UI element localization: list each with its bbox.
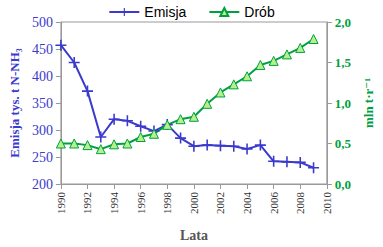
svg-text:0,0: 0,0 (335, 177, 351, 192)
svg-text:Lata: Lata (180, 228, 208, 243)
svg-text:mln t·r⁻¹: mln t·r⁻¹ (361, 78, 376, 128)
svg-text:2,0: 2,0 (335, 15, 351, 30)
svg-text:2008: 2008 (294, 192, 306, 215)
svg-text:1996: 1996 (135, 192, 147, 215)
svg-text:2010: 2010 (321, 192, 333, 215)
svg-text:300: 300 (32, 123, 53, 138)
svg-text:250: 250 (32, 150, 53, 165)
svg-text:2004: 2004 (241, 192, 253, 215)
svg-text:200: 200 (32, 177, 53, 192)
svg-text:2006: 2006 (268, 192, 280, 215)
svg-text:Emisja: Emisja (144, 4, 186, 20)
svg-text:450: 450 (32, 42, 53, 57)
svg-text:Drób: Drób (244, 4, 275, 20)
svg-text:350: 350 (32, 96, 53, 111)
svg-text:1994: 1994 (108, 192, 120, 215)
svg-text:1990: 1990 (55, 192, 67, 215)
svg-text:0,5: 0,5 (335, 136, 352, 151)
svg-text:1,0: 1,0 (335, 96, 351, 111)
svg-text:2000: 2000 (188, 192, 200, 215)
svg-text:400: 400 (32, 69, 53, 84)
svg-text:500: 500 (32, 15, 53, 30)
svg-text:1992: 1992 (81, 192, 93, 214)
svg-text:Emisja tys. t N-NH₃: Emisja tys. t N-NH₃ (7, 48, 22, 157)
svg-text:2002: 2002 (214, 192, 226, 214)
svg-text:1998: 1998 (161, 192, 173, 215)
svg-text:1,5: 1,5 (335, 55, 352, 70)
